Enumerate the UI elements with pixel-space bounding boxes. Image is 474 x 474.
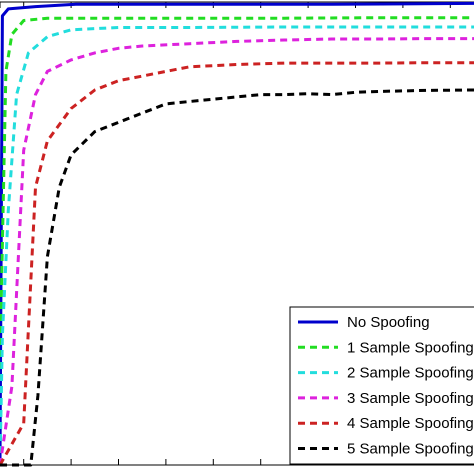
legend-label-3: 2 Sample Spoofing [347, 365, 474, 382]
legend-box [289, 306, 474, 465]
legend-label-2: 1 Sample Spoofing [347, 339, 474, 356]
legend-label-1: No Spoofing [347, 314, 430, 331]
series-line-2 [0, 16, 474, 466]
series-line-4 [0, 37, 474, 466]
series-line-5 [0, 61, 474, 466]
legend-label-5: 4 Sample Spoofing [347, 415, 474, 432]
legend-label-6: 5 Sample Spoofing [347, 441, 474, 458]
series-line-3 [0, 25, 474, 466]
legend-label-4: 3 Sample Spoofing [347, 390, 474, 407]
legend: No Spoofing 1 Sample Spoofing 2 Sample Spo… [289, 306, 474, 465]
